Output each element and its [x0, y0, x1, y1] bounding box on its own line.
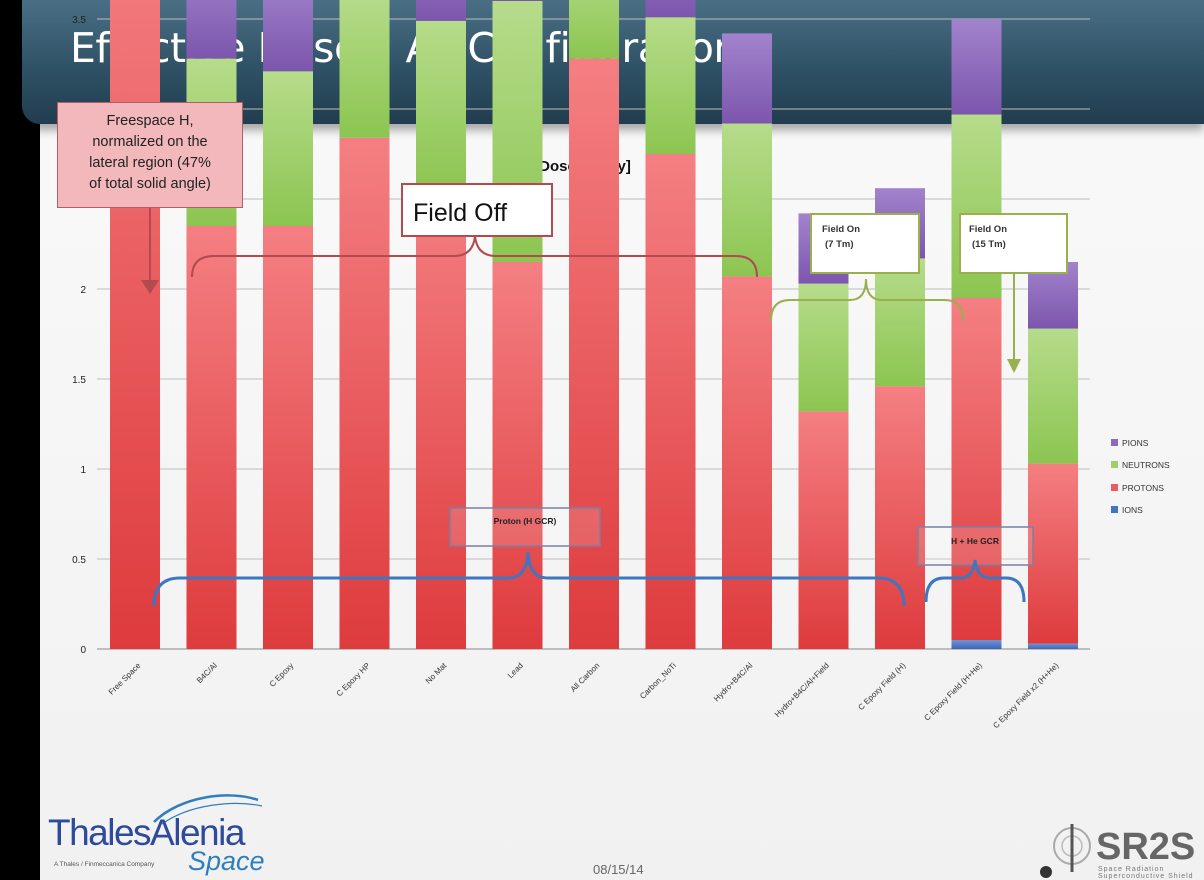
- bar-neutrons: [798, 283, 849, 412]
- bar-protons: [110, 0, 160, 649]
- y-tick-label: 2: [80, 285, 86, 296]
- bar-neutrons: [416, 20, 466, 190]
- thales-logo-space: Space: [188, 846, 265, 876]
- slide-date: 08/15/14: [593, 862, 644, 877]
- y-tick-label: 0.5: [72, 555, 86, 566]
- legend-swatch-ions: [1111, 506, 1118, 513]
- bar-neutrons: [569, 0, 619, 59]
- y-tick-label: 3.5: [72, 15, 86, 26]
- y-tick-label: 1.5: [72, 375, 86, 386]
- bar-neutrons: [875, 258, 925, 387]
- x-tick-label: C Epoxy Field (H): [856, 661, 907, 712]
- sr2s-logo-subtitle: Space Radiation Superconductive Shield: [1098, 866, 1194, 880]
- sr2s-logo-text: SR2S: [1096, 826, 1196, 868]
- x-tick-label: Free Space: [107, 661, 143, 697]
- x-tick-label: No Mat: [424, 661, 449, 686]
- x-tick-label: C Epoxy HP: [335, 661, 372, 698]
- left-border: [0, 0, 40, 880]
- field-off-label: Field Off: [413, 199, 507, 227]
- bar-protons: [875, 386, 925, 649]
- callout-line: Freespace H,: [106, 113, 194, 129]
- sr2s-emblem-icon: [1040, 824, 1091, 878]
- x-tick-label: Lead: [506, 661, 525, 680]
- y-tick-label: 0: [80, 645, 86, 656]
- field-on-7-label: Field On: [822, 224, 860, 235]
- proton-gcr-box: [449, 507, 601, 547]
- thales-logo-text: ThalesAlenia: [48, 812, 245, 853]
- bar-protons: [1028, 463, 1078, 644]
- callout-line: normalized on the: [92, 134, 208, 150]
- field-on-brace: [770, 278, 964, 322]
- x-tick-label: Hydro+B4C/Al+Field: [773, 661, 831, 719]
- freespace-callout: Freespace H, normalized on the lateral r…: [57, 102, 243, 208]
- bar-pions: [492, 0, 543, 1]
- x-tick-label: C Epoxy Field x2 (H+He): [991, 661, 1060, 730]
- x-tick-label: B4C/Al: [195, 661, 219, 685]
- bar-protons: [186, 226, 237, 649]
- callout-line: of total solid angle): [89, 176, 211, 192]
- bar-ions: [1028, 643, 1078, 649]
- bar-protons: [492, 262, 543, 649]
- bar-protons: [339, 137, 390, 650]
- x-tick-label: Hydro+B4C/Al: [712, 661, 755, 704]
- bar-neutrons: [645, 17, 696, 155]
- slide-title: Effective Doses: All Configurations: [70, 24, 760, 72]
- proton-gcr-brace: [152, 551, 906, 607]
- bar-pions: [263, 0, 313, 72]
- bar-protons: [416, 190, 466, 649]
- h-he-gcr-brace: [924, 559, 1026, 603]
- bar-neutrons: [263, 71, 313, 226]
- bar-pions: [186, 0, 237, 59]
- bar-ions: [951, 640, 1002, 649]
- field-on-7-value: (7 Tm): [825, 239, 854, 250]
- x-tick-label: Carbon_NoTi: [638, 661, 678, 701]
- h-he-gcr-box: [917, 526, 1034, 566]
- field-on-7-box: [810, 213, 920, 274]
- legend-swatch-pions: [1111, 439, 1118, 446]
- field-on-15-label: Field On: [969, 224, 1007, 235]
- bar-protons: [798, 411, 849, 649]
- field-off-brace: [191, 235, 758, 278]
- bar-protons: [645, 154, 696, 649]
- bar-neutrons: [339, 0, 390, 138]
- thales-logo-tagline: A Thales / Finmeccanica Company: [54, 861, 155, 868]
- bar-pions: [722, 33, 772, 124]
- legend-label-neutrons: NEUTRONS: [1122, 460, 1170, 470]
- callout-arrowhead: [141, 280, 159, 294]
- thales-swoosh-icon: [153, 794, 263, 825]
- field-on-15-value: (15 Tm): [972, 239, 1006, 250]
- legend-swatch-neutrons: [1111, 461, 1118, 468]
- field-off-box: [401, 183, 553, 237]
- x-tick-label: C Epoxy: [268, 661, 296, 689]
- h-he-gcr-label: H + He GCR: [951, 536, 999, 546]
- field-on-15-box: [959, 213, 1068, 274]
- callout-line: lateral region (47%: [89, 155, 211, 171]
- x-tick-label: All Carbon: [569, 661, 602, 694]
- bar-pions: [951, 19, 1002, 115]
- proton-gcr-label: Proton (H GCR): [494, 516, 557, 526]
- legend-label-ions: IONS: [1122, 505, 1143, 515]
- legend-label-protons: PROTONS: [1122, 483, 1164, 493]
- bar-pions: [645, 0, 696, 18]
- bar-protons: [569, 58, 619, 650]
- y-tick-label: 1: [80, 465, 86, 476]
- bar-neutrons: [1028, 328, 1078, 464]
- bar-protons: [263, 226, 313, 649]
- bar-pions: [416, 0, 466, 21]
- legend-swatch-protons: [1111, 484, 1118, 491]
- bar-neutrons: [722, 123, 772, 277]
- legend-label-pions: PIONS: [1122, 438, 1149, 448]
- bar-protons: [722, 276, 772, 649]
- bar-protons: [951, 298, 1002, 640]
- x-tick-label: C Epoxy Field (H+He): [922, 661, 984, 723]
- field-on-15-arrowhead: [1007, 359, 1021, 373]
